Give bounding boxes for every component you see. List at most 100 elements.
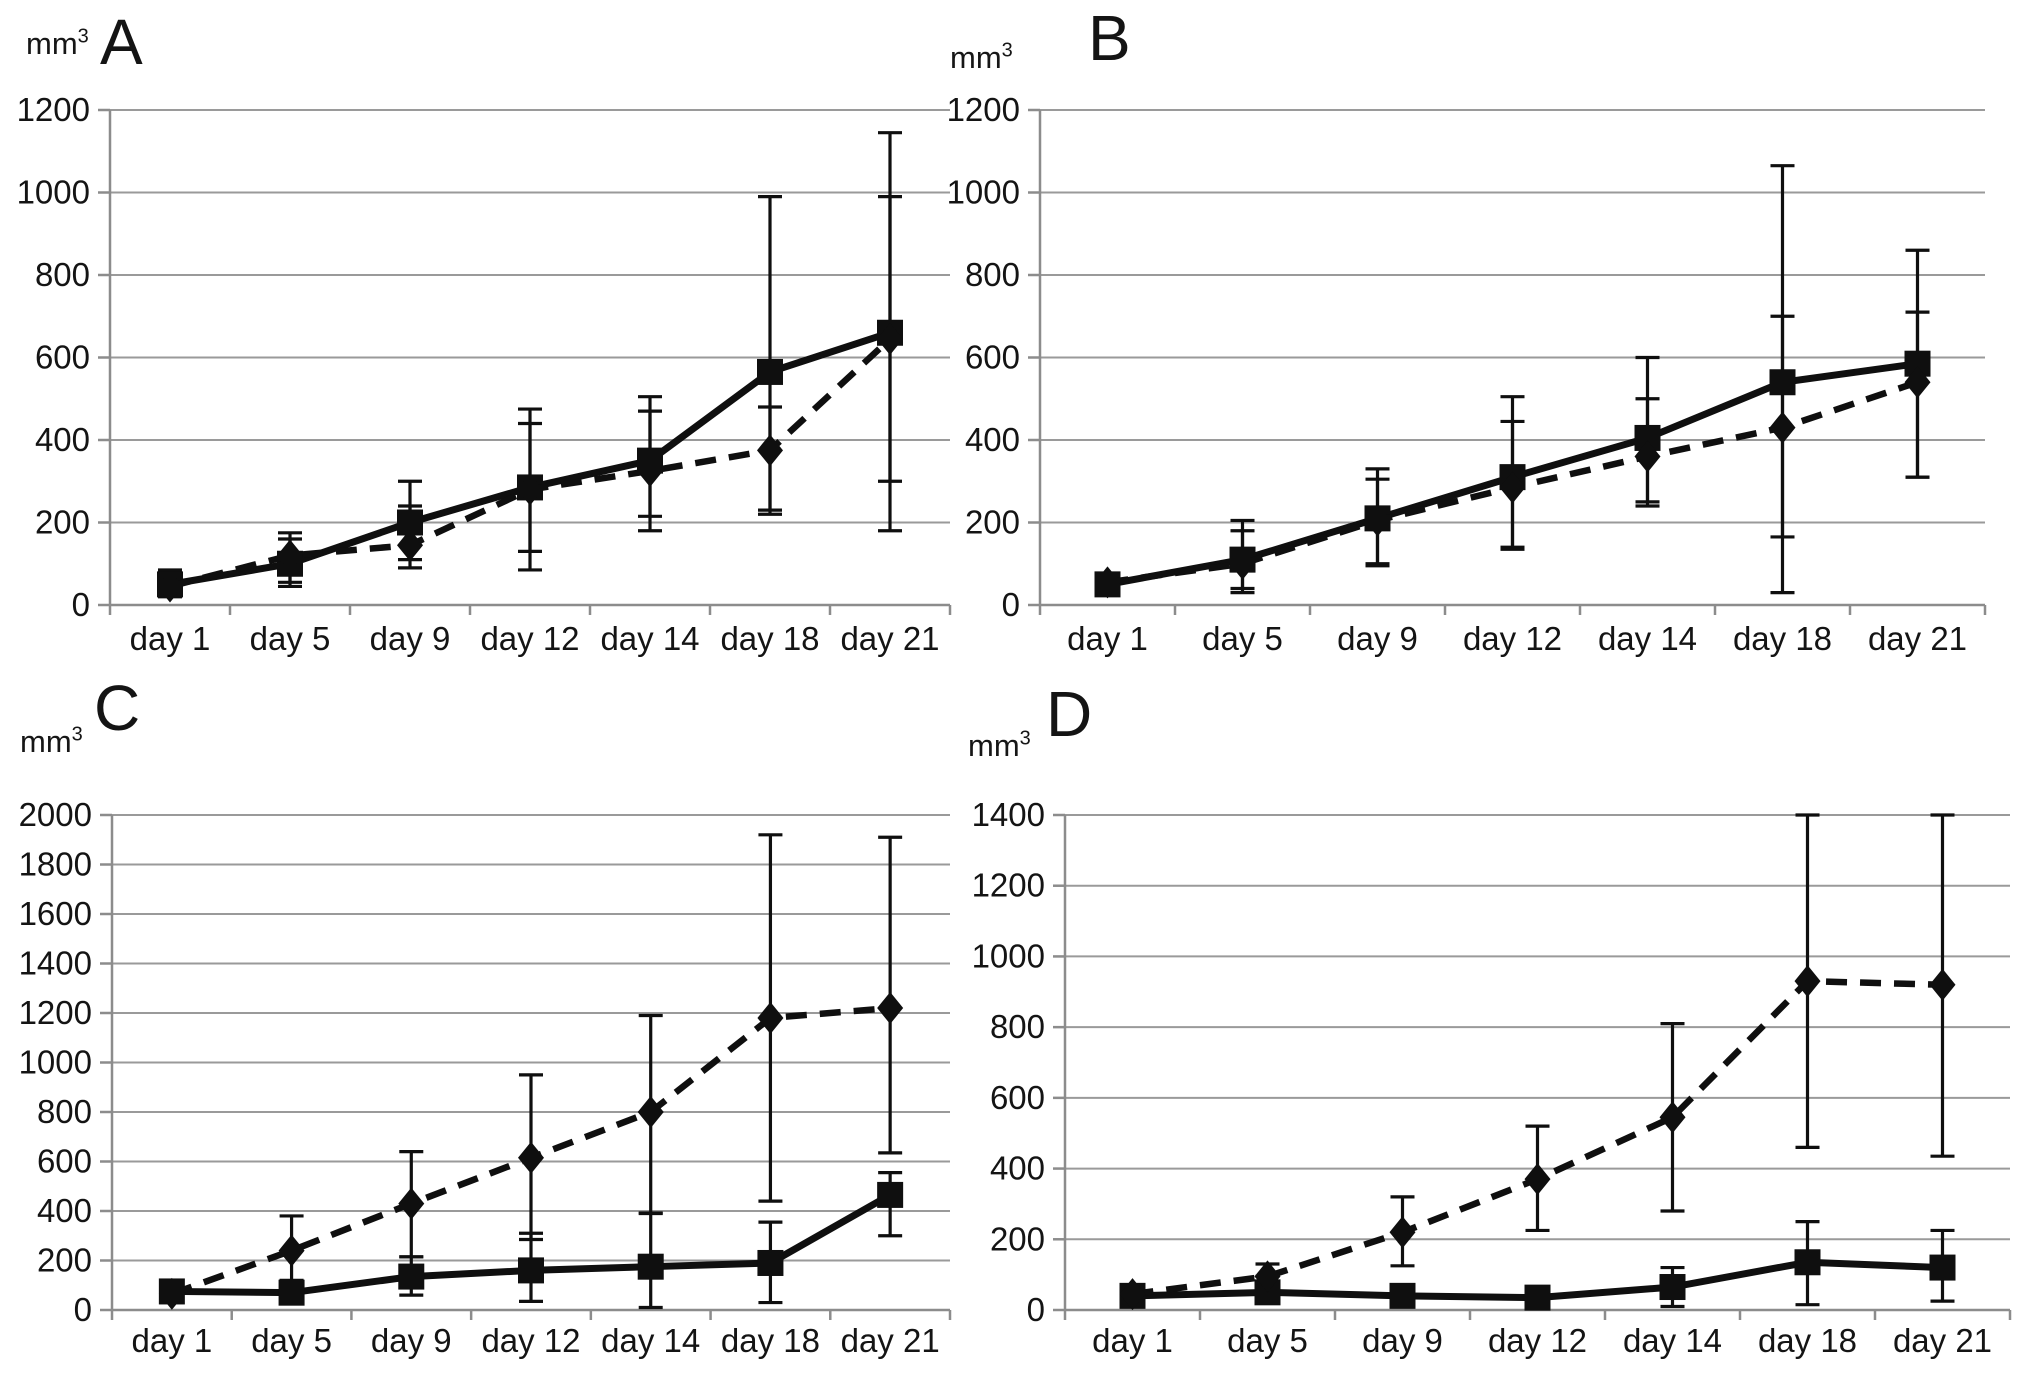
x-tick-label: day 12: [481, 1322, 580, 1359]
y-tick-label: 600: [965, 339, 1020, 376]
x-tick-label: day 9: [370, 620, 451, 657]
y-axis-labels: 0 200 400 600 800 1000 1200 1400: [972, 796, 1045, 1328]
diamond-marker: [1364, 504, 1391, 537]
x-tick-label: day 5: [251, 1322, 332, 1359]
square-marker: [757, 358, 783, 385]
series-dashed-diamonds: [1119, 965, 1956, 1311]
x-tick-label: day 14: [1623, 1322, 1722, 1359]
square-marker: [1769, 369, 1796, 396]
diamond-marker: [158, 1277, 185, 1310]
diamond-marker: [157, 570, 183, 603]
y-tick-label: 1800: [19, 846, 92, 883]
diamond-marker: [1904, 366, 1931, 399]
diamond-marker: [398, 1187, 425, 1220]
x-tick-label: day 1: [131, 1322, 212, 1359]
x-ticks: [108, 605, 952, 615]
x-tick-label: day 18: [1733, 620, 1832, 657]
y-tick-label: 400: [37, 1192, 92, 1229]
unit-base: mm: [968, 728, 1020, 763]
diamond-marker: [1659, 1101, 1686, 1134]
diamond-marker: [757, 1001, 784, 1034]
x-tick-label: day 5: [250, 620, 331, 657]
x-tick-label: day 9: [1362, 1322, 1443, 1359]
square-marker: [757, 1249, 784, 1276]
square-marker: [1524, 1284, 1551, 1311]
y-tick-label: 800: [990, 1008, 1045, 1045]
panel-letter-c: C: [94, 672, 142, 744]
panel-letter-b: B: [1088, 2, 1132, 74]
square-marker: [398, 1263, 425, 1290]
panel-letter-a: A: [100, 6, 144, 78]
unit-superscript: 3: [1001, 39, 1013, 62]
square-marker: [1389, 1282, 1416, 1309]
diamond-marker: [1769, 411, 1796, 444]
y-tick-label: 1200: [17, 91, 90, 128]
y-tick-label: 1000: [947, 174, 1020, 211]
x-ticks: [1038, 605, 1987, 615]
x-tick-label: day 18: [1758, 1322, 1857, 1359]
diamond-marker: [1119, 1278, 1146, 1311]
y-tick-label: 400: [965, 421, 1020, 458]
x-tick-label: day 21: [1893, 1322, 1992, 1359]
error-bars: [1120, 813, 1955, 1309]
y-tick-label: 800: [35, 256, 90, 293]
x-tick-label: day 1: [1092, 1322, 1173, 1359]
x-tick-label: day 9: [371, 1322, 452, 1359]
unit-superscript: 3: [71, 723, 83, 746]
x-tick-label: day 9: [1337, 620, 1418, 657]
x-axis-labels: day 1 day 5 day 9 day 12 day 14 day 18 day 21: [1092, 1322, 1992, 1359]
diamond-marker: [757, 434, 783, 467]
y-tick-label: 1200: [972, 867, 1045, 904]
y-tick-label: 2000: [19, 796, 92, 833]
gridlines: [1028, 108, 1985, 607]
square-marker: [1659, 1274, 1686, 1301]
square-marker: [637, 1253, 664, 1280]
x-tick-label: day 21: [1868, 620, 1967, 657]
x-axis-labels: day 1 day 5 day 9 day 12 day 14 day 18 day 21: [1067, 620, 1967, 657]
series-dashed-diamonds: [1094, 366, 1931, 599]
x-tick-label: day 14: [601, 1322, 700, 1359]
diamond-marker: [397, 529, 423, 562]
diamond-marker: [1634, 440, 1661, 473]
y-tick-label: 0: [74, 1291, 92, 1328]
diamond-marker: [1929, 968, 1956, 1001]
diamond-marker: [277, 539, 303, 572]
unit-superscript: 3: [77, 25, 89, 48]
unit-superscript: 3: [1019, 727, 1031, 750]
square-marker: [1794, 1249, 1821, 1276]
y-tick-label: 1000: [17, 174, 90, 211]
x-tick-label: day 12: [480, 620, 579, 657]
x-axis-labels: day 1 day 5 day 9 day 12 day 14 day 18 day 21: [131, 1322, 939, 1359]
gridlines: [1053, 813, 2010, 1312]
y-unit-label-c: mm3: [20, 723, 83, 759]
diamond-marker: [637, 454, 663, 487]
unit-base: mm: [20, 724, 72, 759]
x-tick-label: day 1: [130, 620, 211, 657]
diamond-marker: [637, 1096, 664, 1128]
y-tick-label: 1600: [19, 895, 92, 932]
y-unit-label-d: mm3: [968, 727, 1031, 763]
y-axis-labels: 0 200 400 600 800 1000 1200: [947, 91, 1020, 623]
diamond-marker: [877, 322, 903, 355]
diamond-marker: [1794, 965, 1821, 998]
unit-base: mm: [26, 26, 78, 61]
y-tick-label: 200: [965, 504, 1020, 541]
diamond-marker: [518, 1141, 544, 1174]
series-dashed-diamonds: [158, 992, 904, 1310]
square-marker: [518, 1257, 544, 1284]
y-tick-label: 0: [1002, 586, 1020, 623]
y-tick-label: 600: [990, 1079, 1045, 1116]
chart-panel-D: 0 200 400 600 800 1000 1200 1400 day 1 day 5 day 9…: [972, 796, 2012, 1359]
y-tick-label: 600: [37, 1143, 92, 1180]
y-tick-label: 400: [990, 1150, 1045, 1187]
diamond-marker: [1229, 547, 1256, 580]
y-tick-label: 0: [72, 586, 90, 623]
square-marker: [278, 1279, 305, 1306]
diamond-marker: [1389, 1216, 1416, 1249]
y-tick-label: 1200: [19, 994, 92, 1031]
x-tick-label: day 12: [1463, 620, 1562, 657]
y-tick-label: 400: [35, 421, 90, 458]
y-unit-label-a: mm3: [26, 25, 89, 61]
